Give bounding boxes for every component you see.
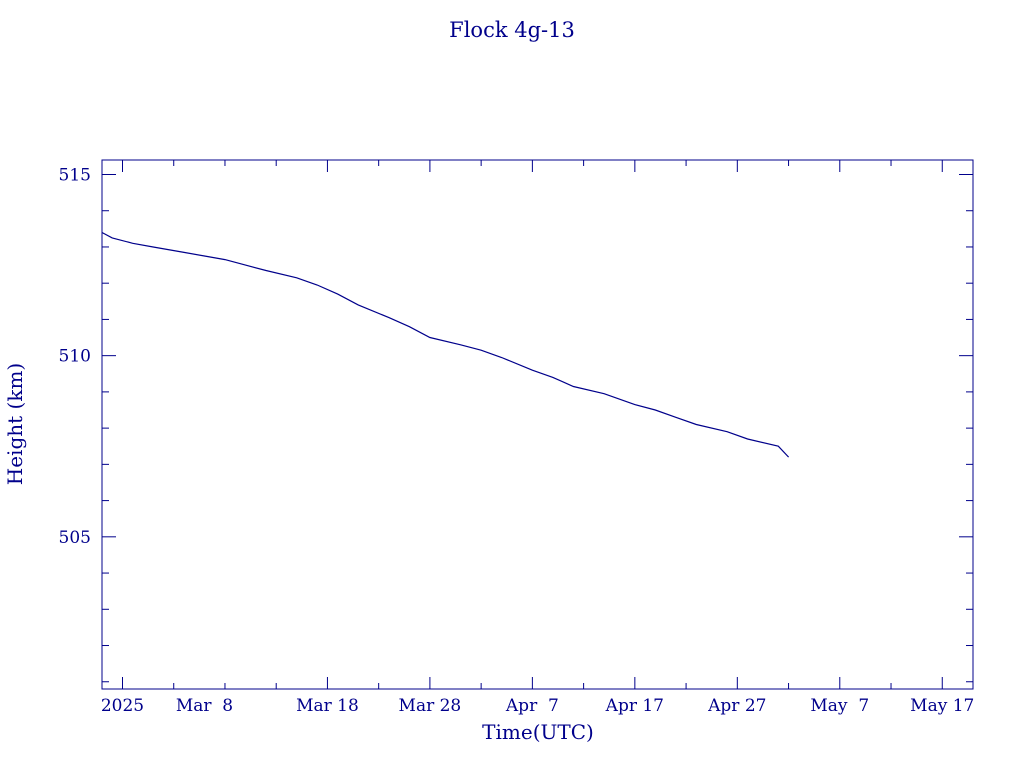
data-series: [101, 231, 790, 458]
y-tick-label: 510: [59, 347, 91, 367]
chart-title: Flock 4g-13: [449, 18, 575, 42]
x-tick-label: Mar 18: [296, 696, 359, 716]
x-tick-label: Apr 17: [605, 696, 664, 716]
y-axis-label: Height (km): [3, 363, 27, 485]
x-tick-label: Mar 28: [399, 696, 462, 716]
x-tick-label: Apr 27: [707, 696, 766, 716]
x-tick-label: Mar 8: [176, 696, 233, 716]
x-tick-label: 2025: [101, 696, 144, 716]
y-axis-ticks: 505 510 515: [59, 165, 973, 683]
x-tick-label: May 7: [810, 696, 869, 716]
y-tick-label: 505: [59, 528, 91, 548]
x-tick-label: May 17: [910, 696, 974, 716]
x-axis-ticks: 2025 Mar 8 Mar 18 Mar 28 Apr 7 Apr 17 Apr 27 Ma…: [101, 160, 974, 716]
x-axis-label: Time(UTC): [482, 720, 594, 744]
plot-frame: [101, 159, 974, 690]
x-tick-label: Apr 7: [505, 696, 559, 716]
height-series-line: [101, 231, 790, 458]
y-tick-label: 515: [59, 165, 91, 185]
